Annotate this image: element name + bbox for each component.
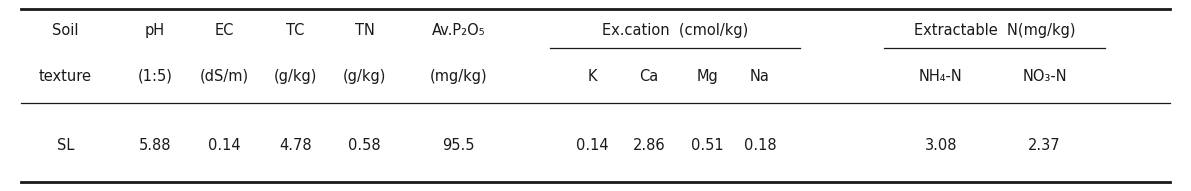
Text: Soil: Soil bbox=[52, 23, 79, 38]
Text: 0.14: 0.14 bbox=[575, 138, 609, 153]
Text: 4.78: 4.78 bbox=[279, 138, 312, 153]
Text: (g/kg): (g/kg) bbox=[274, 69, 317, 84]
Text: (1:5): (1:5) bbox=[137, 69, 173, 84]
Text: Ex.cation  (cmol/kg): Ex.cation (cmol/kg) bbox=[603, 23, 748, 38]
Text: 3.08: 3.08 bbox=[924, 138, 958, 153]
Text: TC: TC bbox=[286, 23, 305, 38]
Text: K: K bbox=[587, 69, 597, 84]
Text: (mg/kg): (mg/kg) bbox=[430, 69, 487, 84]
Text: 5.88: 5.88 bbox=[138, 138, 172, 153]
Text: 0.14: 0.14 bbox=[207, 138, 241, 153]
Text: NO₃-N: NO₃-N bbox=[1022, 69, 1067, 84]
Text: Extractable  N(mg/kg): Extractable N(mg/kg) bbox=[913, 23, 1075, 38]
Text: texture: texture bbox=[39, 69, 92, 84]
Text: 0.51: 0.51 bbox=[691, 138, 724, 153]
Text: 95.5: 95.5 bbox=[442, 138, 475, 153]
Text: Mg: Mg bbox=[697, 69, 718, 84]
Text: (g/kg): (g/kg) bbox=[343, 69, 386, 84]
Text: pH: pH bbox=[145, 23, 164, 38]
Text: (dS/m): (dS/m) bbox=[199, 69, 249, 84]
Text: SL: SL bbox=[57, 138, 74, 153]
Text: Ca: Ca bbox=[640, 69, 659, 84]
Text: 2.37: 2.37 bbox=[1028, 138, 1061, 153]
Text: NH₄-N: NH₄-N bbox=[919, 69, 962, 84]
Text: 0.18: 0.18 bbox=[743, 138, 777, 153]
Text: 2.86: 2.86 bbox=[632, 138, 666, 153]
Text: TN: TN bbox=[355, 23, 374, 38]
Text: Av.P₂O₅: Av.P₂O₅ bbox=[431, 23, 486, 38]
Text: Na: Na bbox=[750, 69, 769, 84]
Text: 0.58: 0.58 bbox=[348, 138, 381, 153]
Text: EC: EC bbox=[214, 23, 233, 38]
